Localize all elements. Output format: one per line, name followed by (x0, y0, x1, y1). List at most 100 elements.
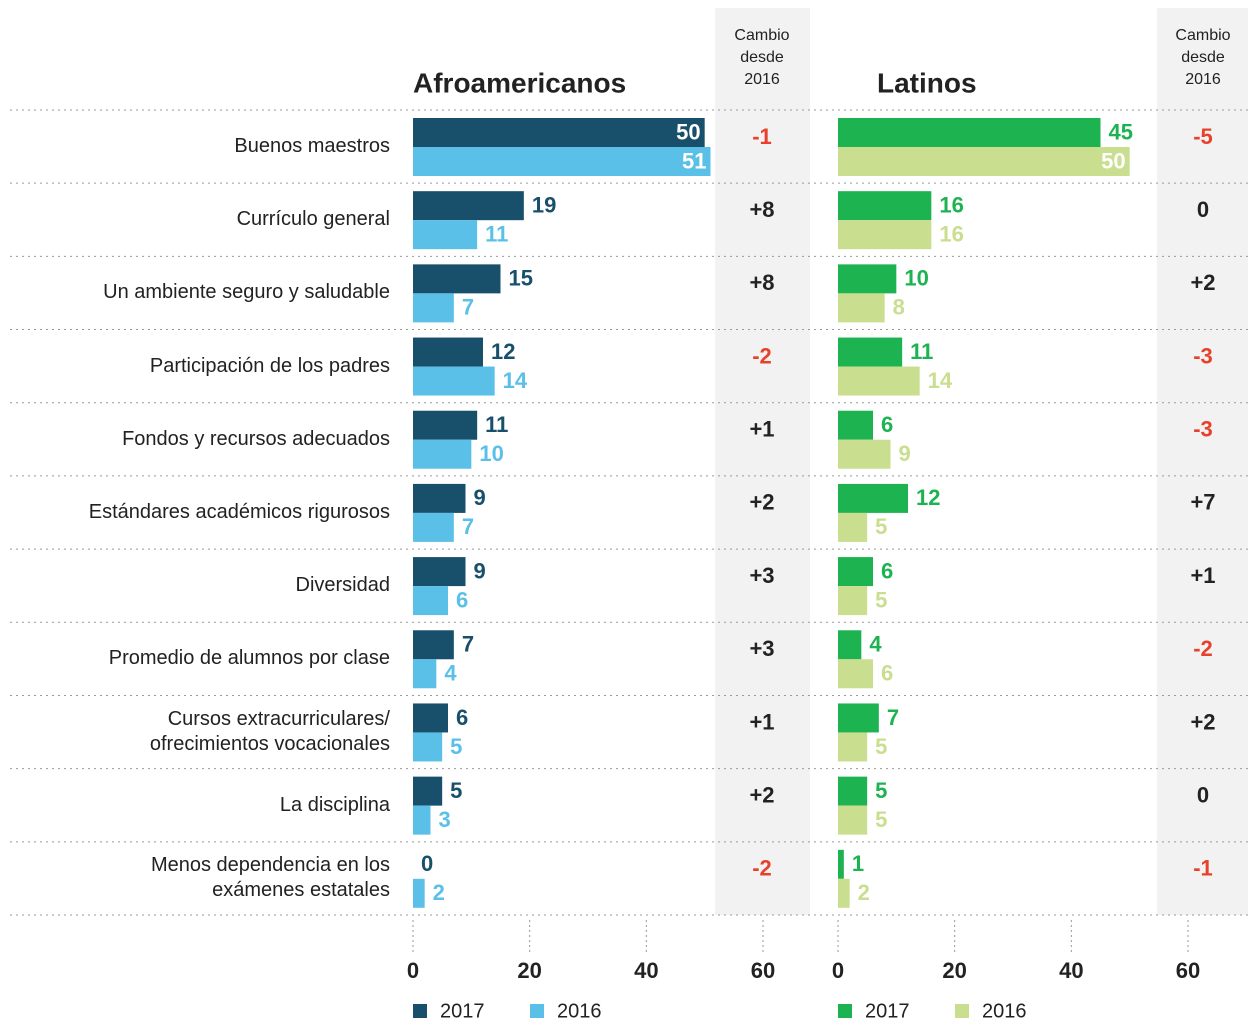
x-tick-label: 0 (407, 958, 419, 983)
bar (413, 293, 454, 323)
change-label: -1 (1193, 856, 1213, 881)
value-label: 8 (893, 295, 905, 320)
bar (838, 483, 908, 513)
legend-swatch (838, 1004, 852, 1018)
value-label: 5 (875, 514, 887, 539)
bar (413, 557, 466, 587)
change-label: -2 (752, 856, 772, 881)
category-label: Participación de los padres (149, 354, 390, 377)
value-label: 4 (869, 632, 882, 657)
bar (838, 118, 1101, 147)
bar (413, 630, 454, 660)
value-label: 14 (503, 368, 528, 393)
chart-title: Afroamericanos (413, 67, 626, 98)
x-tick-label: 20 (517, 958, 541, 983)
bar (838, 776, 868, 806)
bar (413, 512, 454, 542)
value-label: 6 (881, 558, 893, 583)
value-label: 16 (939, 192, 963, 217)
chart-title: Latinos (877, 67, 977, 98)
value-label: 9 (899, 441, 911, 466)
bar (838, 630, 862, 660)
bar (413, 147, 711, 176)
change-header: Cambio desde 2016 (734, 27, 790, 88)
bar (413, 586, 448, 616)
bar (838, 659, 873, 689)
bar (413, 366, 495, 396)
change-label: +7 (1190, 490, 1215, 515)
bar (413, 732, 443, 762)
value-label: 50 (1101, 148, 1125, 173)
value-label: 51 (682, 148, 706, 173)
change-label: +8 (749, 197, 774, 222)
value-label: 12 (916, 485, 940, 510)
change-label: -3 (1193, 417, 1213, 442)
value-label: 9 (474, 558, 486, 583)
bar (838, 220, 932, 250)
value-label: 4 (444, 661, 457, 686)
bar (838, 732, 868, 762)
value-label: 19 (532, 192, 556, 217)
change-label: +2 (749, 490, 774, 515)
change-column-bg (715, 8, 810, 915)
x-tick-label: 60 (1176, 958, 1200, 983)
change-label: -2 (1193, 636, 1213, 661)
category-label: Diversidad (295, 574, 390, 597)
value-label: 6 (881, 661, 893, 686)
bar (838, 878, 850, 908)
change-label: +8 (749, 270, 774, 295)
change-column-bg (1157, 8, 1248, 915)
value-label: 7 (462, 514, 474, 539)
value-label: 7 (887, 705, 899, 730)
value-label: 12 (491, 339, 515, 364)
value-label: 5 (875, 807, 887, 832)
value-label: 14 (928, 368, 953, 393)
bar (413, 805, 431, 835)
value-label: 3 (439, 807, 451, 832)
bar (838, 586, 868, 616)
change-header: Cambio desde 2016 (1175, 27, 1231, 88)
change-label: -1 (752, 124, 772, 149)
bar (838, 439, 891, 469)
value-label: 50 (676, 119, 700, 144)
bar (413, 410, 478, 440)
value-label: 11 (910, 339, 933, 364)
bar (838, 703, 879, 733)
bar (838, 410, 873, 440)
value-label: 5 (450, 778, 462, 803)
value-label: 5 (875, 778, 887, 803)
change-label: +1 (749, 417, 774, 442)
value-label: 2 (433, 880, 445, 905)
bar (413, 659, 437, 689)
value-label: 7 (462, 295, 474, 320)
value-label: 10 (479, 441, 503, 466)
category-label: Promedio de alumnos por clase (108, 647, 390, 670)
x-tick-label: 40 (1059, 958, 1083, 983)
bar (413, 483, 466, 513)
change-label: -2 (752, 343, 772, 368)
value-label: 1 (852, 851, 864, 876)
change-label: +1 (749, 709, 774, 734)
value-label: 2 (858, 880, 870, 905)
value-label: 45 (1109, 119, 1133, 144)
value-label: 6 (456, 587, 468, 612)
bar (838, 366, 920, 396)
value-label: 10 (904, 266, 928, 291)
change-label: -5 (1193, 124, 1213, 149)
bar (413, 191, 524, 221)
bar (838, 147, 1130, 176)
category-label: Buenos maestros (234, 135, 390, 158)
change-label: -3 (1193, 343, 1213, 368)
value-label: 9 (474, 485, 486, 510)
bar (413, 776, 443, 806)
bar (838, 293, 885, 323)
bar (413, 220, 478, 250)
value-label: 6 (456, 705, 468, 730)
bar (413, 337, 483, 367)
value-label: 11 (485, 412, 508, 437)
value-label: 7 (462, 632, 474, 657)
category-label: La disciplina (279, 793, 390, 816)
value-label: 5 (875, 587, 887, 612)
change-label: +2 (1190, 270, 1215, 295)
